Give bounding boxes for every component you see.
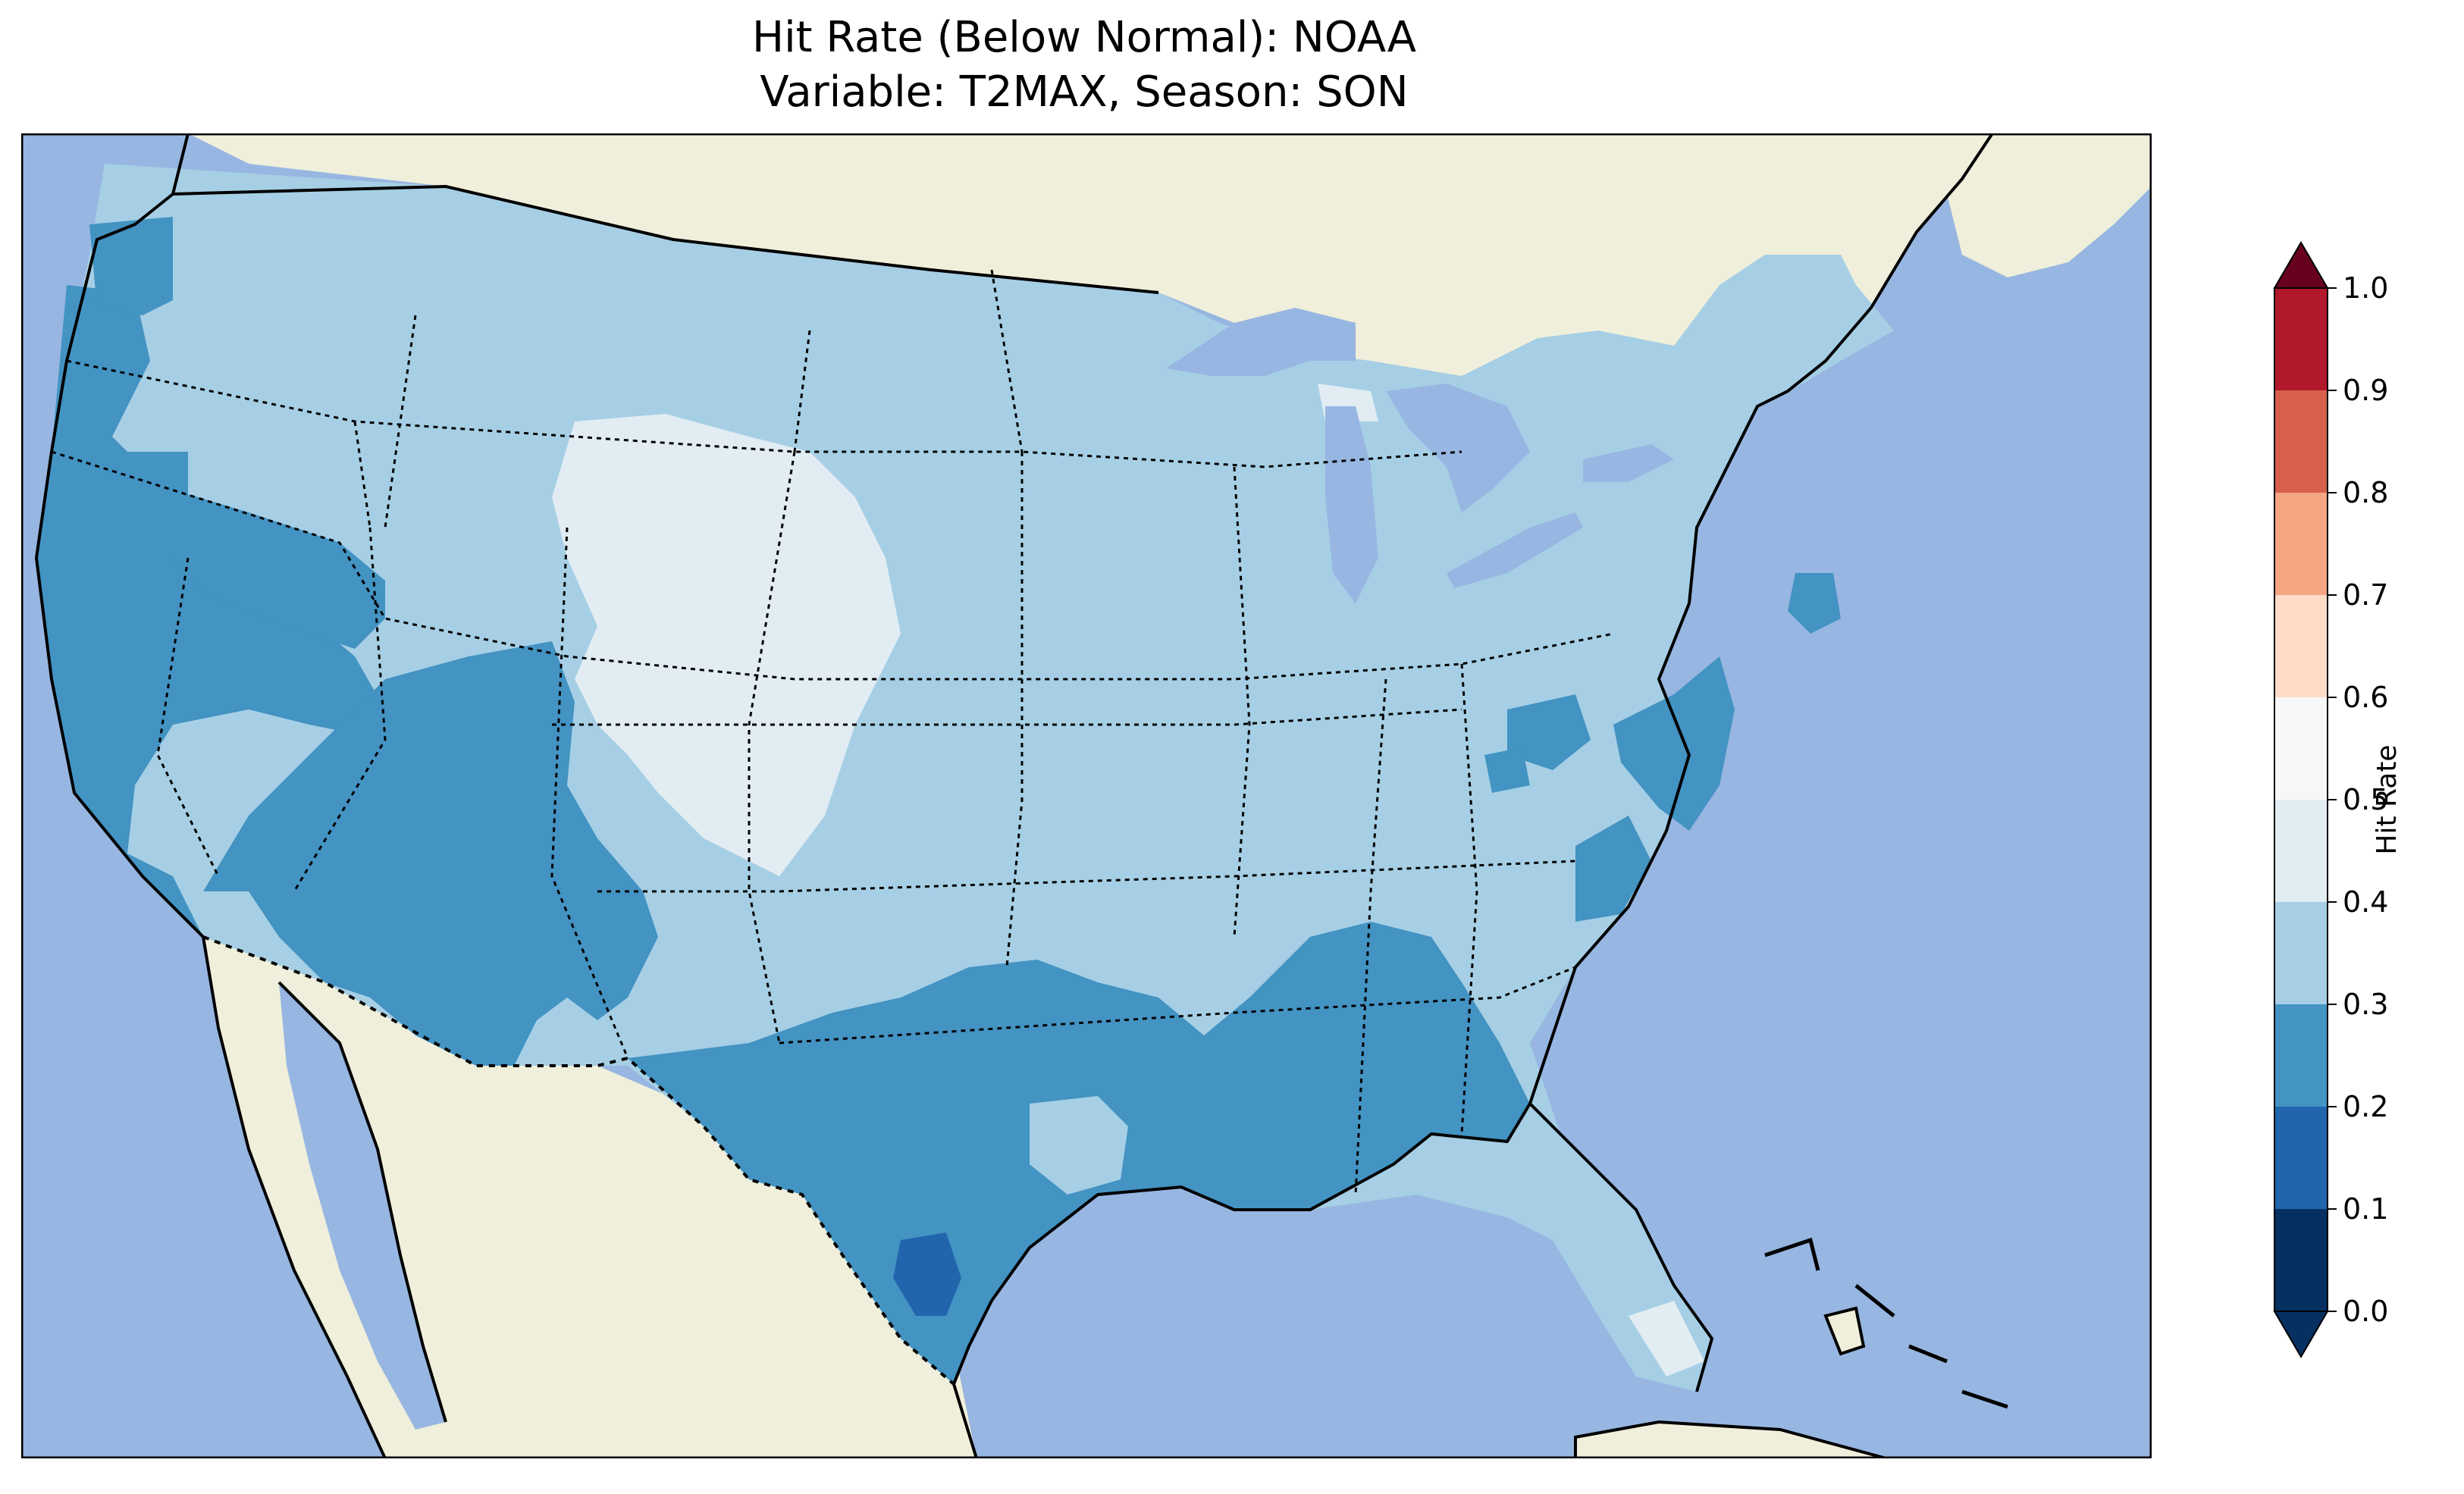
map-panel <box>21 133 2152 1458</box>
bin-0.2-0.3-ohio <box>1507 694 1591 770</box>
colorbar-segment <box>2274 493 2328 595</box>
colorbar-tick-label: 0.8 <box>2343 476 2388 509</box>
lake-erie <box>1447 512 1583 588</box>
colorbar: 0.0 0.1 0.2 0.3 0.4 0.5 0.6 0.7 0.8 0.9 1.0 Hit Rat… <box>2273 241 2403 1358</box>
colorbar-tick-label: 0.5 <box>2343 783 2388 816</box>
gulf-coastline <box>951 1101 1714 1458</box>
colorbar-segment <box>2274 288 2328 390</box>
gulf-of-california <box>279 982 446 1430</box>
bin-0.2-0.3-newengland <box>1788 573 1841 634</box>
colorbar-segment <box>2274 800 2328 902</box>
bahamas-land <box>1823 1306 1866 1356</box>
caribbean-islands <box>1764 1237 2008 1409</box>
us-mexico-border <box>202 935 955 1386</box>
colorbar-tick-label: 0.9 <box>2343 374 2388 407</box>
bin-0.4-0.5-rockies <box>552 414 901 876</box>
bin-0.2-0.3-indiana <box>1484 747 1530 793</box>
colorbar-segment <box>2274 1107 2328 1209</box>
colorbar-extend-max <box>2273 241 2329 289</box>
maritime-land <box>1932 133 2152 277</box>
colorbar-segment <box>2274 902 2328 1004</box>
bin-0.2-0.3-pacnw <box>89 217 173 315</box>
colorbar-tick-label: 0.3 <box>2343 988 2388 1021</box>
colorbar-tick-label: 0.7 <box>2343 578 2388 612</box>
colorbar-tick-label: 0.1 <box>2343 1192 2388 1226</box>
lake-huron <box>1386 384 1530 512</box>
bin-0.2-0.3-nevada <box>173 490 385 649</box>
lake-michigan <box>1325 406 1378 603</box>
cuba-land <box>1574 1420 1887 1458</box>
colorbar-segment <box>2274 595 2328 697</box>
colorbar-segment <box>2274 390 2328 493</box>
colorbar-tick-label: 0.4 <box>2343 885 2388 919</box>
us-west-coastline <box>34 133 387 1458</box>
map-frame <box>21 133 2152 1458</box>
bin-0.1-0.2-tx <box>893 1232 961 1316</box>
colorbar-tick-label: 0.2 <box>2343 1090 2388 1123</box>
bin-0.2-0.3-nc <box>1575 816 1651 922</box>
state-borders <box>51 269 1614 1195</box>
colorbar-segment <box>2274 697 2328 800</box>
colorbar-label: Hit Rate <box>2372 744 2403 854</box>
bin-0.4-0.5-florida <box>1629 1301 1704 1377</box>
hit-rate-field <box>36 164 1894 1392</box>
colorbar-tick-label: 0.6 <box>2343 681 2388 714</box>
bin-0.2-0.3-southwest <box>203 641 658 1066</box>
colorbar-segment <box>2274 1004 2328 1107</box>
bin-0.2-0.3-midatlantic <box>1613 656 1735 831</box>
colorbar-tick-label: 1.0 <box>2343 271 2388 305</box>
baja-coastline <box>277 981 447 1423</box>
colorbar-tick-label: 0.0 <box>2343 1295 2388 1328</box>
east-coastline <box>1528 133 1994 1104</box>
great-lakes <box>1166 308 1674 603</box>
lake-superior <box>1166 308 1356 376</box>
chart-title-line-1: Hit Rate (Below Normal): NOAA <box>751 13 1417 62</box>
lake-ontario <box>1583 444 1674 482</box>
colorbar-segment <box>2274 1209 2328 1311</box>
bin-0.2-0.3-west <box>36 285 385 937</box>
bin-0.3-0.4-tx-patch <box>1030 1096 1128 1195</box>
colorbar-extend-min <box>2273 1311 2329 1358</box>
us-canada-border <box>172 184 1159 294</box>
baja-west-water <box>21 937 385 1458</box>
chart-title-line-2: Variable: T2MAX, Season: SON <box>760 67 1409 117</box>
